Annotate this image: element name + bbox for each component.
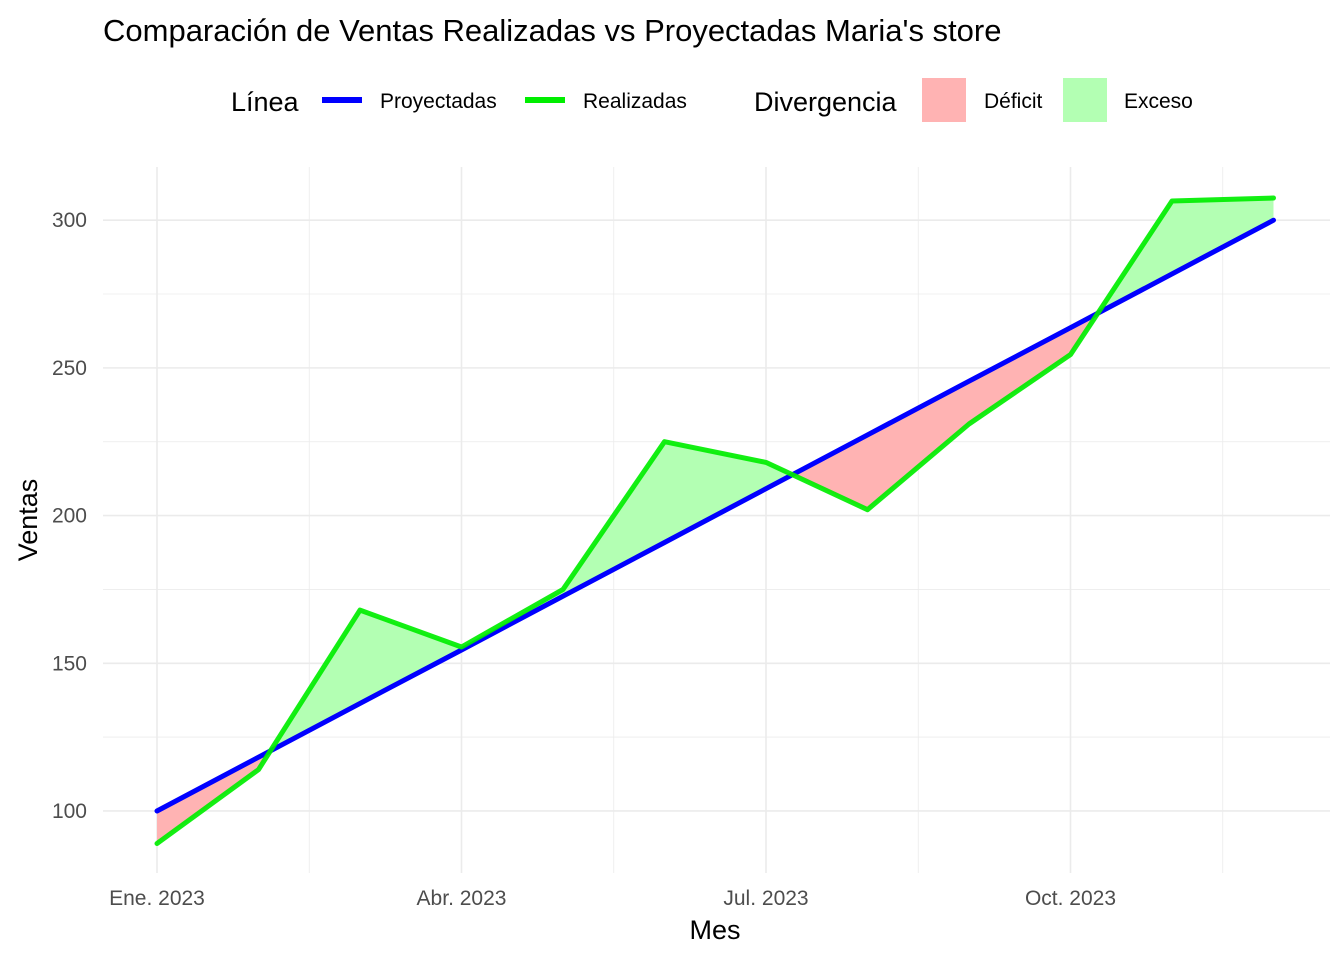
legend-key-exceso <box>1063 78 1107 122</box>
x-tick-label: Ene. 2023 <box>109 887 205 910</box>
y-axis-label: Ventas <box>13 479 43 562</box>
exceso-area <box>766 462 793 489</box>
chart-title: Comparación de Ventas Realizadas vs Proy… <box>103 13 1001 48</box>
deficit-area <box>792 434 868 510</box>
legend-title-linea: Línea <box>231 87 300 117</box>
x-axis-ticks: Ene. 2023 Abr. 2023 Jul. 2023 Oct. 2023 <box>109 887 1116 910</box>
deficit-area <box>157 757 259 844</box>
legend-label-exceso: Exceso <box>1124 90 1193 113</box>
legend-label-realizadas: Realizadas <box>583 90 687 113</box>
y-axis-ticks: 100 150 200 250 300 <box>52 209 87 823</box>
x-tick-label: Abr. 2023 <box>417 887 507 910</box>
y-tick-label: 200 <box>52 505 87 528</box>
grid <box>103 167 1330 873</box>
y-tick-label: 300 <box>52 209 87 232</box>
legend-title-divergencia: Divergencia <box>754 87 898 117</box>
exceso-area <box>1172 198 1274 274</box>
exceso-area <box>360 610 462 704</box>
series-lines <box>154 195 1276 846</box>
legend-label-deficit: Déficit <box>984 90 1043 113</box>
x-tick-label: Jul. 2023 <box>723 887 808 910</box>
legend-key-deficit <box>922 78 966 122</box>
exceso-area <box>664 441 766 543</box>
deficit-area <box>867 381 969 510</box>
y-tick-label: 250 <box>52 357 87 380</box>
series-line-proyectadas <box>154 217 1276 814</box>
x-axis-label: Mes <box>689 915 740 945</box>
legend: Línea Proyectadas Realizadas Divergencia… <box>231 78 1193 122</box>
divergence-areas <box>157 198 1274 844</box>
x-tick-label: Oct. 2023 <box>1025 887 1116 910</box>
series-line-realizadas <box>154 195 1276 846</box>
legend-label-proyectadas: Proyectadas <box>380 90 497 113</box>
y-tick-label: 100 <box>52 800 87 823</box>
y-tick-label: 150 <box>52 652 87 675</box>
deficit-area <box>969 327 1071 424</box>
